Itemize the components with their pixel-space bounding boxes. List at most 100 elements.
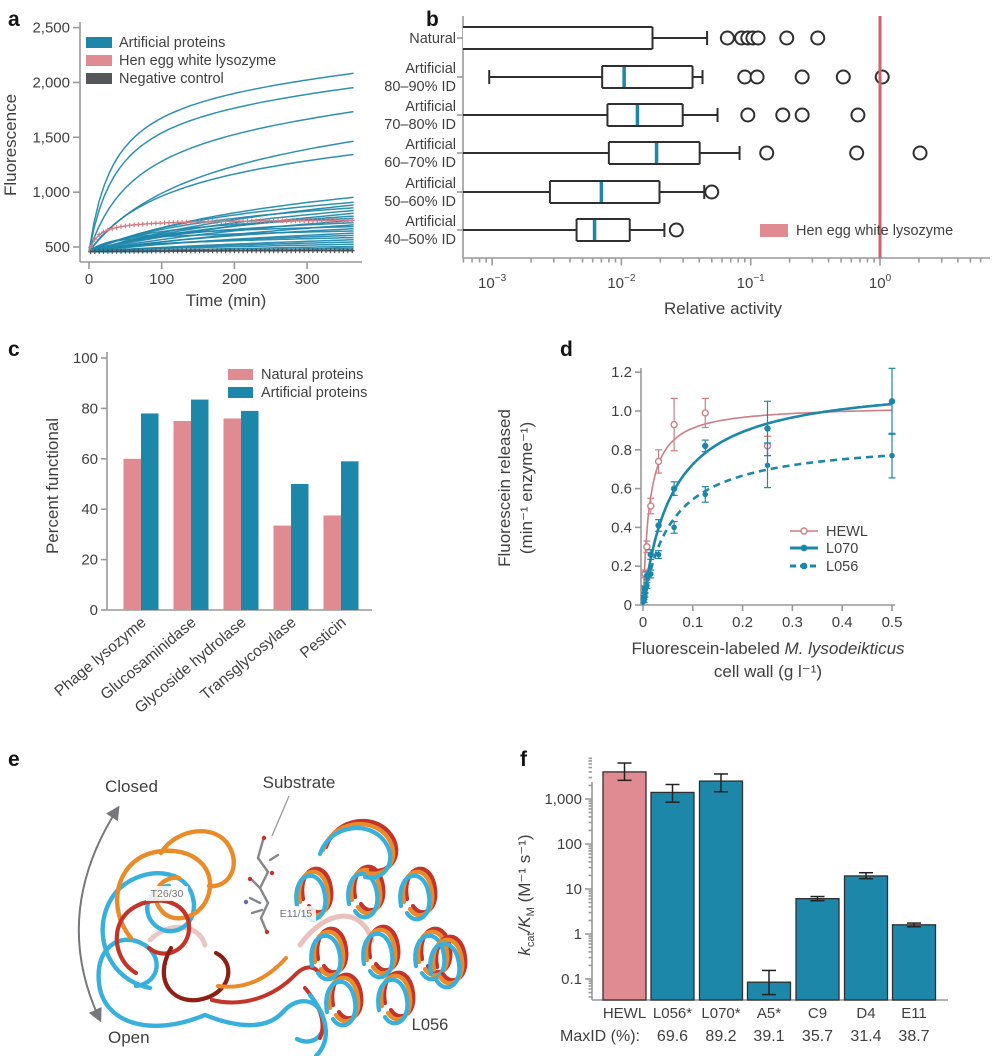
svg-text:0: 0 [639, 614, 647, 631]
panel-d-legend: HEWL L070 L056 [790, 524, 868, 575]
panel-f-y-axis-title: kcat/KM (M⁻¹ s⁻¹) [515, 834, 537, 955]
substrate-label: Substrate [263, 773, 336, 792]
svg-text:0.4: 0.4 [611, 519, 632, 536]
panel-b-legend: Hen egg white lysozyme [760, 223, 953, 239]
panel-a: a 500 1,000 1,500 2,000 2,500 0 100 200 300 Fluo… [1, 8, 362, 310]
svg-text:2,000: 2,000 [32, 74, 70, 91]
svg-text:60: 60 [81, 451, 98, 468]
svg-text:Artificial: Artificial [405, 61, 456, 77]
legend-label-hewl: HEWL [826, 524, 868, 540]
legend-label-l056: L056 [826, 559, 858, 575]
svg-text:40–50% ID: 40–50% ID [384, 232, 456, 248]
panel-a-x-axis-title: Time (min) [186, 291, 267, 310]
svg-text:0: 0 [90, 602, 98, 619]
svg-text:Artificial: Artificial [405, 99, 456, 115]
legend-label-artificial-proteins: Artificial proteins [261, 385, 367, 401]
svg-text:70–80% ID: 70–80% ID [384, 117, 456, 133]
panel-e-letter: e [8, 748, 20, 771]
svg-text:100: 100 [869, 273, 892, 292]
panel-b-x-axis-title: Relative activity [664, 299, 783, 318]
svg-text:1,500: 1,500 [32, 129, 70, 146]
structure-name-label: L056 [412, 1016, 449, 1034]
svg-text:0.2: 0.2 [732, 614, 753, 631]
svg-text:31.4: 31.4 [850, 1028, 881, 1045]
panel-a-plot: 500 1,000 1,500 2,000 2,500 0 100 200 300 [32, 20, 362, 288]
svg-text:39.1: 39.1 [753, 1028, 784, 1045]
svg-text:2,500: 2,500 [32, 20, 70, 37]
svg-text:0.3: 0.3 [782, 614, 803, 631]
residue1-label: T26/30 [151, 888, 184, 900]
legend-marker-l056 [800, 562, 808, 570]
svg-text:500: 500 [45, 239, 70, 256]
panel-d-y-axis-title-line1: Fluorescein released [495, 409, 514, 567]
svg-text:35.7: 35.7 [802, 1028, 833, 1045]
panel-f: f 1,000 100 10 1 0.1 HEWL L056* 69.6 L070* 89.2 A5… [515, 748, 948, 1045]
panel-c-y-axis-title: Percent functional [43, 418, 62, 554]
svg-text:D4: D4 [856, 1005, 875, 1022]
panel-d-x-axis-title-line2: cell wall (g l⁻¹) [714, 662, 822, 681]
panel-a-legend: Artificial proteins Hen egg white lysozy… [86, 35, 276, 87]
panel-c-legend: Natural proteins Artificial proteins [228, 367, 367, 401]
svg-text:L070*: L070* [701, 1005, 740, 1022]
svg-text:1,000: 1,000 [32, 184, 70, 201]
svg-text:1,000: 1,000 [544, 791, 582, 808]
svg-text:10−3: 10−3 [478, 273, 507, 292]
svg-text:10: 10 [565, 881, 582, 898]
svg-text:HEWL: HEWL [603, 1005, 646, 1022]
svg-text:Artificial: Artificial [405, 137, 456, 153]
legend-swatch-artificial-proteins [228, 387, 253, 398]
legend-marker-hewl [800, 527, 808, 535]
legend-label-l070: L070 [826, 541, 858, 557]
svg-text:0: 0 [85, 271, 93, 288]
svg-text:Artificial: Artificial [405, 214, 456, 230]
svg-text:0.4: 0.4 [832, 614, 853, 631]
svg-text:50–60% ID: 50–60% ID [384, 194, 456, 210]
svg-text:Natural: Natural [409, 31, 456, 47]
svg-text:0.1: 0.1 [561, 971, 582, 988]
panel-d-plot: 0 0.2 0.4 0.6 0.8 1.0 1.2 0 0.1 0.2 0.3 0.4 0.5 [611, 364, 902, 631]
svg-text:C9: C9 [808, 1005, 827, 1022]
svg-text:100: 100 [557, 836, 582, 853]
substrate-sticks [243, 835, 280, 935]
svg-text:0.6: 0.6 [611, 481, 632, 498]
right-lobe-helices [294, 864, 468, 1028]
panel-b: b 10−3 10−2 10−1 100 Natural Artificial 80–90%… [384, 8, 990, 318]
panel-f-plot: 1,000 100 10 1 0.1 HEWL L056* 69.6 L070* 89.2 A5* 3… [544, 757, 948, 1045]
legend-marker-l070 [800, 544, 808, 552]
panel-e: e Closed Substrate Open [8, 748, 468, 1056]
svg-text:0: 0 [624, 597, 632, 614]
panel-b-letter: b [426, 8, 439, 31]
svg-text:0.8: 0.8 [611, 442, 632, 459]
legend-label-hewl: Hen egg white lysozyme [119, 53, 276, 69]
svg-text:Pesticin: Pesticin [297, 614, 350, 662]
legend-swatch-negative-control [86, 73, 112, 84]
panel-d-x-axis-title-line1: Fluorescein-labeled M. lysodeikticus [631, 639, 905, 658]
svg-text:40: 40 [81, 501, 98, 518]
legend-label-natural-proteins: Natural proteins [261, 367, 363, 383]
panel-b-plot: 10−3 10−2 10−1 100 Natural Artificial 80–90% I… [384, 16, 990, 292]
residue1-label-bg [146, 886, 188, 901]
panel-a-letter: a [8, 8, 20, 31]
svg-text:80: 80 [81, 400, 98, 417]
svg-text:E11: E11 [901, 1005, 927, 1022]
legend-swatch-hewl [86, 55, 112, 66]
panel-d-letter: d [560, 338, 573, 361]
svg-text:A5*: A5* [757, 1005, 781, 1022]
legend-swatch-artificial-proteins [86, 37, 112, 48]
svg-text:60–70% ID: 60–70% ID [384, 155, 456, 171]
panel-f-letter: f [520, 748, 528, 771]
svg-text:Artificial: Artificial [405, 176, 456, 192]
svg-text:1.2: 1.2 [611, 364, 632, 381]
svg-text:L056*: L056* [653, 1005, 692, 1022]
legend-swatch-hewl [760, 224, 788, 237]
svg-text:0.5: 0.5 [882, 614, 903, 631]
svg-text:10−1: 10−1 [737, 273, 766, 292]
legend-label-hewl: Hen egg white lysozyme [796, 223, 953, 239]
legend-swatch-natural-proteins [228, 369, 253, 380]
residue2-label-bg [276, 906, 316, 921]
legend-label-artificial-proteins: Artificial proteins [119, 35, 225, 51]
open-state-label: Open [108, 1028, 150, 1047]
svg-text:0.2: 0.2 [611, 558, 632, 575]
